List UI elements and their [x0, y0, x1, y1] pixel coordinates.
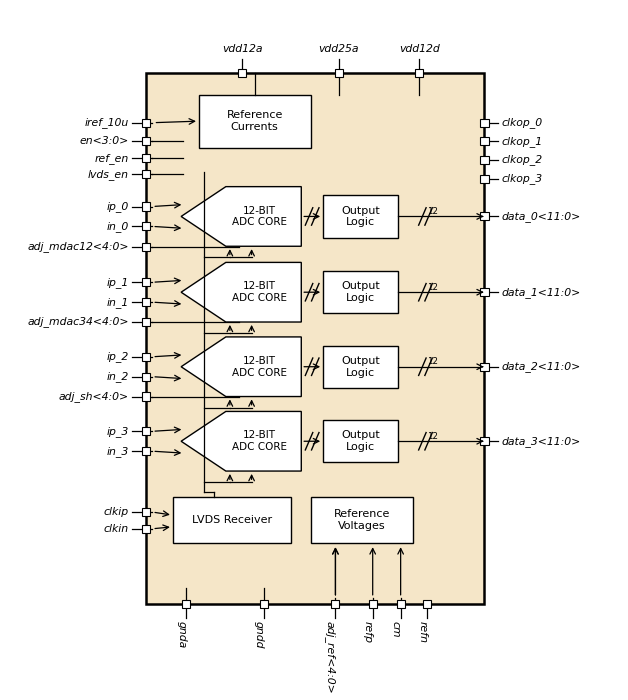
Bar — [142, 118, 150, 127]
Text: clkop_3: clkop_3 — [502, 173, 543, 184]
Text: Output
Logic: Output Logic — [341, 356, 380, 377]
Text: clkop_0: clkop_0 — [502, 117, 543, 128]
Text: clkip: clkip — [104, 507, 129, 517]
Text: 12-BIT
ADC CORE: 12-BIT ADC CORE — [232, 281, 287, 303]
Bar — [142, 137, 150, 146]
Text: vdd12d: vdd12d — [399, 44, 440, 55]
Text: in_0: in_0 — [106, 221, 129, 232]
Bar — [142, 223, 150, 230]
Bar — [142, 508, 150, 516]
Bar — [199, 94, 311, 148]
Bar — [142, 525, 150, 533]
Bar — [323, 346, 398, 388]
Bar — [369, 600, 377, 608]
Bar — [142, 202, 150, 211]
Text: 12-BIT
ADC CORE: 12-BIT ADC CORE — [232, 430, 287, 452]
Bar — [142, 278, 150, 286]
Text: LVDS Receiver: LVDS Receiver — [192, 514, 272, 525]
Bar — [423, 600, 431, 608]
Text: en<3:0>: en<3:0> — [79, 136, 129, 146]
Text: adj_mdac12<4:0>: adj_mdac12<4:0> — [27, 241, 129, 252]
Text: clkop_1: clkop_1 — [502, 136, 543, 147]
Text: Output
Logic: Output Logic — [341, 206, 380, 228]
Text: cm: cm — [391, 622, 401, 638]
Bar — [146, 73, 484, 604]
Text: in_1: in_1 — [106, 297, 129, 307]
Bar — [323, 420, 398, 463]
Polygon shape — [181, 337, 301, 396]
Text: Reference
Voltages: Reference Voltages — [333, 509, 390, 531]
Bar — [142, 353, 150, 360]
Bar — [323, 271, 398, 314]
Text: ref_en: ref_en — [94, 153, 129, 164]
Text: vdd12a: vdd12a — [222, 44, 263, 55]
Text: 12: 12 — [428, 357, 438, 366]
Bar — [142, 393, 150, 400]
Bar — [182, 600, 190, 608]
Text: ip_2: ip_2 — [106, 351, 129, 362]
Bar — [415, 69, 423, 77]
Bar — [142, 170, 150, 178]
Text: iref_10u: iref_10u — [84, 117, 129, 128]
Text: Reference
Currents: Reference Currents — [227, 111, 283, 132]
Bar — [480, 118, 489, 127]
Bar — [238, 69, 246, 77]
Bar — [480, 363, 489, 371]
Bar — [323, 195, 398, 237]
Text: in_3: in_3 — [106, 446, 129, 456]
Bar — [335, 69, 343, 77]
Text: gnda: gnda — [176, 622, 187, 649]
Text: refn: refn — [418, 622, 427, 643]
Bar — [260, 600, 268, 608]
Text: Output
Logic: Output Logic — [341, 430, 380, 452]
Text: data_0<11:0>: data_0<11:0> — [502, 211, 581, 222]
Text: 12: 12 — [428, 283, 438, 292]
Text: ip_0: ip_0 — [106, 201, 129, 212]
Text: 12-BIT
ADC CORE: 12-BIT ADC CORE — [232, 356, 287, 377]
Text: clkop_2: clkop_2 — [502, 155, 543, 165]
Text: refp: refp — [363, 622, 372, 643]
Text: adj_sh<4:0>: adj_sh<4:0> — [58, 391, 129, 402]
Polygon shape — [181, 262, 301, 322]
Bar — [173, 496, 291, 543]
Text: 12: 12 — [428, 207, 438, 216]
Text: Output
Logic: Output Logic — [341, 281, 380, 303]
Bar — [480, 174, 489, 183]
Text: ip_1: ip_1 — [106, 276, 129, 288]
Text: data_3<11:0>: data_3<11:0> — [502, 436, 581, 447]
Bar — [480, 156, 489, 164]
Text: lvds_en: lvds_en — [88, 169, 129, 180]
Bar — [480, 212, 489, 220]
Bar — [311, 496, 413, 543]
Text: adj_mdac34<4:0>: adj_mdac34<4:0> — [27, 316, 129, 328]
Text: 12: 12 — [428, 432, 438, 441]
Text: vdd25a: vdd25a — [318, 44, 359, 55]
Bar — [142, 318, 150, 326]
Bar — [480, 288, 489, 296]
Bar — [480, 438, 489, 445]
Polygon shape — [181, 187, 301, 246]
Bar — [397, 600, 404, 608]
Bar — [142, 154, 150, 162]
Text: 12-BIT
ADC CORE: 12-BIT ADC CORE — [232, 206, 287, 228]
Text: clkin: clkin — [104, 524, 129, 534]
Bar — [142, 372, 150, 381]
Text: ip_3: ip_3 — [106, 426, 129, 437]
Text: in_2: in_2 — [106, 371, 129, 382]
Text: data_1<11:0>: data_1<11:0> — [502, 287, 581, 298]
Bar — [142, 447, 150, 455]
Text: adj_ref<4:0>: adj_ref<4:0> — [325, 622, 335, 694]
Bar — [480, 137, 489, 146]
Bar — [332, 600, 340, 608]
Bar — [142, 298, 150, 306]
Bar — [142, 243, 150, 251]
Text: data_2<11:0>: data_2<11:0> — [502, 361, 581, 372]
Text: gndd: gndd — [254, 622, 264, 649]
Bar — [142, 427, 150, 435]
Polygon shape — [181, 412, 301, 471]
